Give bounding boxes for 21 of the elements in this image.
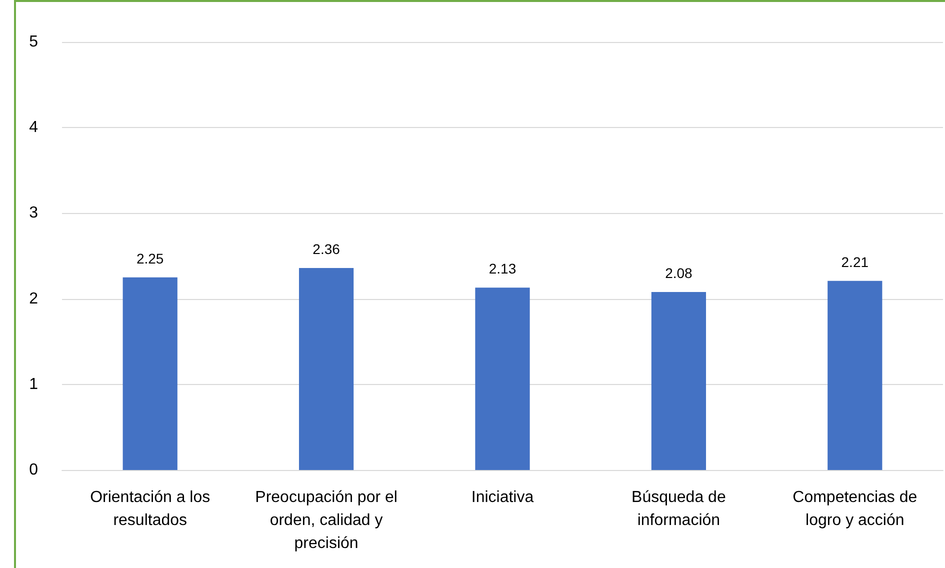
y-tick-label: 2 (29, 290, 38, 308)
bar (828, 280, 882, 470)
data-label: 2.21 (841, 254, 869, 270)
bar (298, 268, 354, 470)
bar (475, 288, 530, 470)
data-label: 2.08 (665, 264, 693, 281)
bar (651, 292, 706, 470)
x-tick-label: Preocupación por el orden, calidad y precisión (255, 489, 398, 552)
data-label: 2.36 (312, 240, 340, 257)
data-label: 2.25 (136, 250, 164, 266)
data-label: 2.13 (488, 260, 516, 277)
y-tick-label: 0 (29, 462, 38, 478)
x-tick-label: Búsqueda de información (632, 489, 726, 529)
x-tick-label: Orientación a los resultados (90, 489, 210, 529)
y-tick-label: 5 (29, 34, 38, 50)
x-tick-label: Iniciativa (471, 489, 534, 506)
x-tick-label: Competencias de logro y acción (792, 489, 918, 529)
y-tick-label: 1 (29, 376, 38, 393)
y-tick-label: 3 (29, 204, 38, 222)
bar (122, 277, 178, 470)
y-tick-label: 4 (29, 119, 38, 136)
